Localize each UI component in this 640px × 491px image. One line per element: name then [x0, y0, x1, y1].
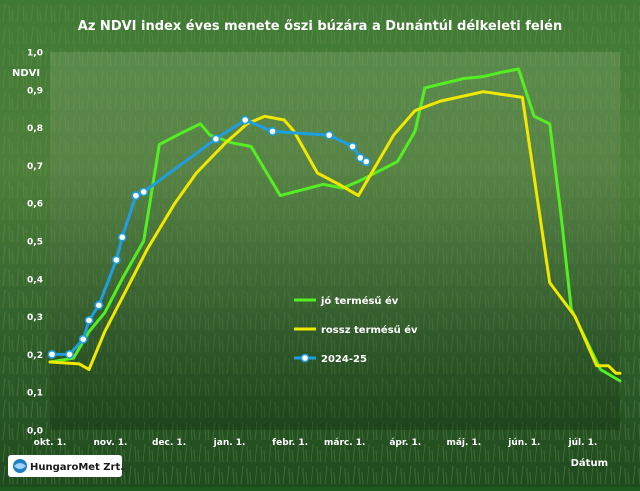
x-tick-label: febr. 1.: [272, 438, 308, 448]
data-point: [94, 300, 104, 310]
data-point: [84, 315, 94, 325]
logo-wave-icon: [14, 463, 26, 469]
legend-label: jó termésű év: [320, 295, 399, 307]
data-point: [131, 191, 141, 201]
data-point: [139, 187, 149, 197]
x-tick-label: jan. 1.: [213, 438, 246, 448]
data-point: [268, 126, 277, 136]
x-tick-label: máj. 1.: [446, 438, 481, 448]
y-tick-label: 0,2: [27, 351, 43, 361]
x-axis-ticks: okt. 1. nov. 1. dec. 1. jan. 1. febr. 1. márc…: [34, 438, 598, 448]
legend-item: 2024-25: [294, 353, 367, 365]
legend-item: rossz termésű év: [294, 324, 418, 336]
data-point: [211, 134, 221, 144]
y-tick-label: 0,8: [27, 124, 43, 134]
plot-area: [50, 52, 620, 430]
chart-title: Az NDVI index éves menete őszi búzára a …: [78, 19, 562, 34]
data-point: [111, 255, 121, 265]
legend: jó termésű év rossz termésű év 2024-25: [294, 295, 418, 365]
legend-marker: [300, 353, 310, 363]
y-tick-label: 0,0: [27, 427, 43, 437]
y-tick-label: 0,6: [27, 200, 43, 210]
y-tick-label: 0,5: [27, 238, 43, 248]
y-tick-label: 0,7: [27, 162, 43, 172]
x-tick-label: jún. 1.: [507, 438, 540, 448]
hungaromet-logo: HungaroMet Zrt.: [8, 455, 124, 477]
x-tick-label: okt. 1.: [34, 438, 67, 448]
y-tick-label: 0,3: [27, 313, 43, 323]
data-point: [324, 130, 334, 140]
y-tick-label: 0,4: [27, 275, 43, 285]
data-point: [117, 232, 127, 242]
y-axis-label: NDVI: [12, 68, 40, 79]
y-axis-ticks: 0,0 0,1 0,2 0,3 0,4 0,5 0,6 0,7 0,8 0,9 1,0: [27, 49, 43, 437]
x-axis-label: Dátum: [571, 457, 608, 469]
series-layer: [47, 67, 622, 383]
x-tick-label: nov. 1.: [94, 438, 128, 448]
legend-item: jó termésű év: [294, 295, 399, 307]
y-tick-label: 1,0: [27, 49, 43, 59]
x-tick-label: márc. 1.: [324, 438, 365, 448]
data-point: [348, 142, 357, 151]
legend-label: 2024-25: [321, 354, 367, 365]
y-tick-label: 0,1: [27, 389, 43, 399]
series-2: [48, 90, 622, 375]
data-point: [78, 334, 88, 344]
legend-label: rossz termésű év: [321, 324, 418, 336]
x-tick-label: júl. 1.: [568, 438, 598, 448]
data-point: [47, 349, 57, 359]
logo-background: [8, 455, 122, 477]
data-point: [65, 349, 74, 359]
logo-text: HungaroMet Zrt.: [30, 462, 124, 473]
x-tick-label: dec. 1.: [152, 438, 186, 448]
x-tick-label: ápr. 1.: [389, 438, 421, 448]
data-point: [355, 153, 365, 163]
series-line: [48, 90, 622, 375]
data-point: [240, 115, 250, 125]
y-tick-label: 0,9: [27, 86, 43, 96]
series-3: [47, 115, 371, 359]
data-point: [361, 157, 371, 167]
